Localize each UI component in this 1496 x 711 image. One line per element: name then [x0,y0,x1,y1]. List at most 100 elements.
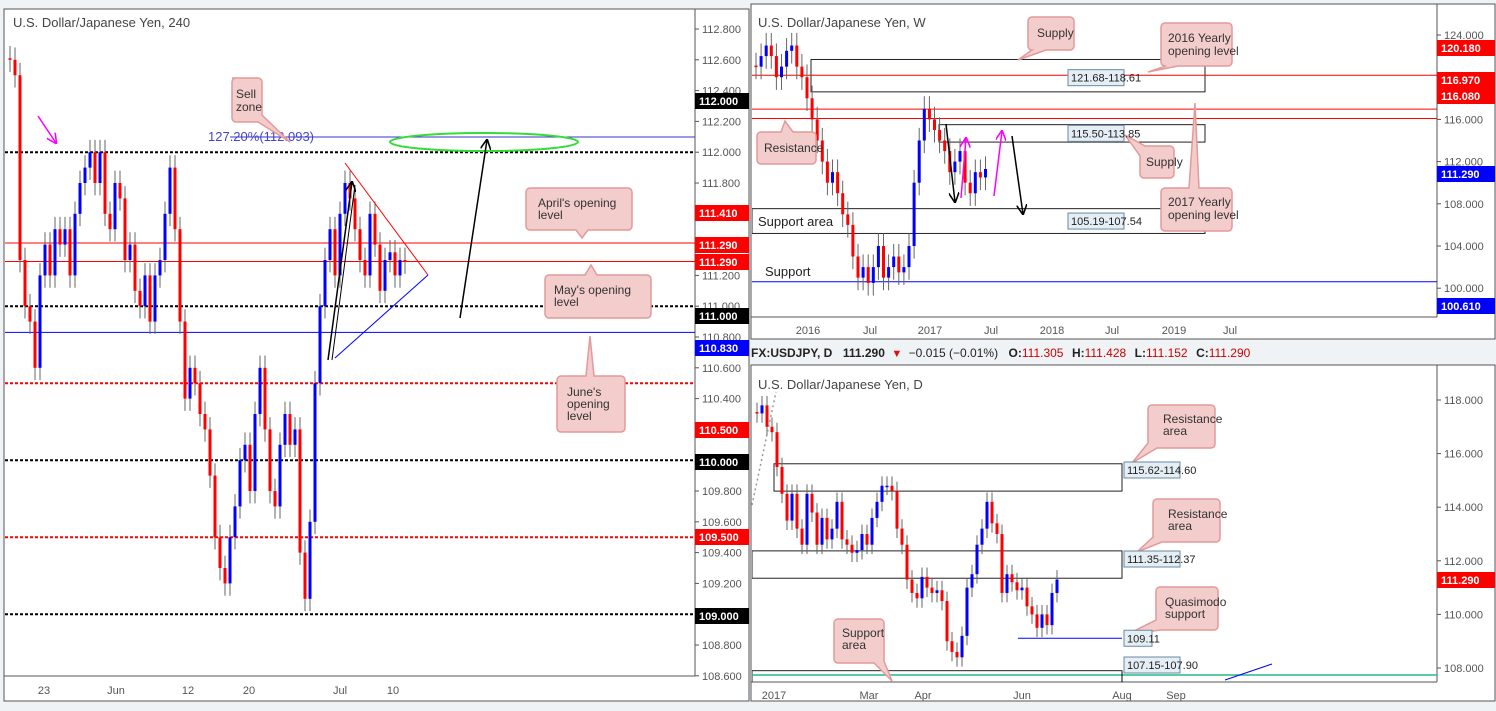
daily-chart-panel[interactable]: 118.000 116.000 114.000 112.000 110.000 108.0… [750,364,1496,702]
y-tick-label: 112.000 [702,147,741,159]
svg-text:opening level: opening level [1168,44,1239,58]
blue-trendline [1224,663,1273,681]
svg-text:110.830: 110.830 [699,343,738,355]
candle [825,508,829,549]
svg-text:2017 Yearly: 2017 Yearly [1168,195,1231,209]
candle [23,247,27,319]
candle [925,567,929,597]
callout-resistance: Resistance [756,119,824,165]
candle [78,170,82,227]
candle [1000,524,1004,603]
candle [897,243,901,286]
svg-text:Resistance: Resistance [1168,507,1228,521]
candle [815,503,819,555]
svg-text:level: level [554,295,579,309]
current-price-badge: 111.290 [1437,166,1495,182]
candle [273,478,277,519]
x-tick-label: Jul [863,325,877,337]
candle [243,432,247,473]
candle [790,32,794,64]
y-tick-label: 118.000 [1444,395,1483,407]
candle [887,254,891,291]
weekly-chart-panel[interactable]: 124.000 116.000 112.000 108.000 104.000 100.0… [750,3,1496,340]
x-tick-label: 10 [387,685,399,697]
y-tick-label: 112.800 [702,24,741,36]
svg-text:107.15-107.90: 107.15-107.90 [1127,660,1198,672]
candle [922,96,926,154]
candle [905,535,909,589]
zone-box [773,463,1123,492]
y-tick-label: 111.800 [702,178,740,190]
candle [840,492,844,549]
candle [253,401,257,504]
candle [1045,605,1049,635]
magenta-arrow-icon [37,115,56,143]
zone-label: 105.19-107.54 [1067,212,1142,230]
candle [103,139,107,227]
x-tick-label: 2016 [796,325,820,337]
price-badge: 112.000 [695,93,749,109]
y-tick-label: 112.200 [702,116,741,128]
candle [48,232,52,288]
svg-text:112.000: 112.000 [699,96,738,108]
price-badge: 110.000 [695,454,749,470]
price-badge: 110.500 [695,422,749,438]
candle [880,476,884,512]
candle [258,355,262,427]
x-tick-label: Mar [860,690,879,702]
candle [43,232,47,288]
candle [855,540,859,563]
candle [907,233,911,280]
candle [58,216,62,257]
svg-text:109.000: 109.000 [699,611,739,623]
candle [233,494,237,550]
candle [293,417,297,458]
svg-text:120.180: 120.180 [1441,43,1481,55]
candle [825,148,829,196]
magenta-up-arrow-icon [993,131,1002,197]
candle [882,233,885,291]
candle [113,170,117,242]
candle [985,492,989,539]
candle [398,247,402,288]
candle [795,484,799,539]
up-arrow-icon [327,182,352,361]
candle [403,247,407,274]
candle [860,524,864,560]
price-badge: 120.180 [1437,40,1495,56]
projection-arrow-icon [459,140,487,319]
callout-2016-yearly: 2016 Yearly opening level [1147,22,1239,73]
y-tick-label: 109.400 [702,548,742,560]
y-tick-label: 124.000 [1444,30,1484,42]
chart-title: U.S. Dollar/Japanese Yen, 240 [13,15,190,30]
price-badge: 100.610 [1437,298,1495,314]
candle [143,263,147,319]
candle [188,355,192,411]
candle [318,293,322,396]
chart-title: U.S. Dollar/Japanese Yen, D [758,377,923,392]
candle [945,591,949,651]
candle [68,216,72,288]
candle [1010,564,1014,592]
x-tick-label: Jul [1223,325,1237,337]
x-tick-label: 2018 [1040,325,1064,337]
y-tick-label: 109.600 [702,517,742,529]
candle [774,43,778,90]
svg-text:opening level: opening level [1168,208,1239,222]
triangle-upper-line [344,162,429,276]
candle [1005,564,1009,603]
candle [163,201,167,273]
callout-sell-zone: Sell zone [231,77,291,143]
x-tick-label: Apr [914,690,931,702]
y-tick-label: 116.000 [1444,114,1483,126]
candle [950,631,954,662]
candle [764,32,768,69]
candle [870,508,874,555]
candle [98,139,102,196]
candle [73,201,77,288]
h4-chart-panel[interactable]: 112.800112.600112.400112.200112.000111.8… [3,8,750,702]
support-area-label: Support area [758,214,834,229]
zone-label: 107.15-107.90 [1123,656,1198,674]
candle [38,263,42,381]
